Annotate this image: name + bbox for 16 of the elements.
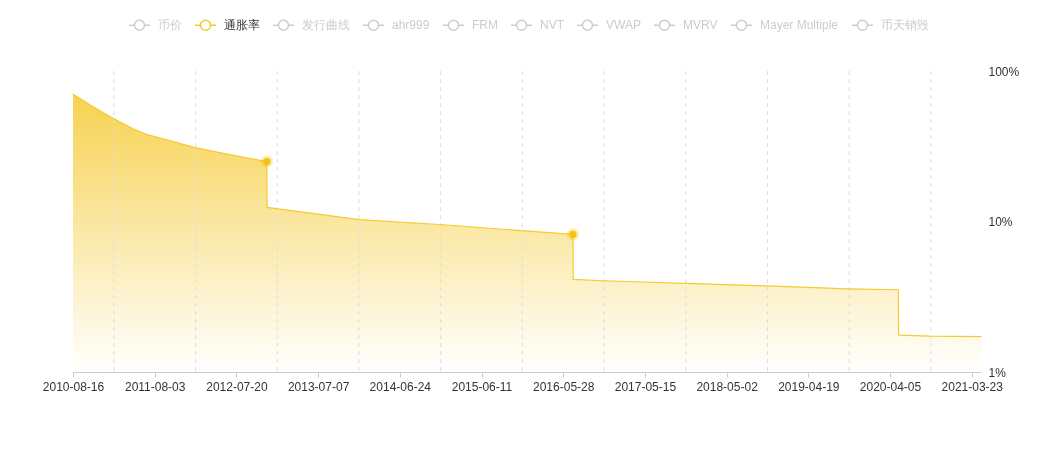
x-tick-label: 2018-05-02 <box>696 379 759 394</box>
y-tick-label: 1% <box>988 365 1007 380</box>
x-tick-label: 2011-08-03 <box>124 379 186 394</box>
x-tick-label: 2013-07-07 <box>287 379 350 394</box>
y-tick-label: 10% <box>988 215 1013 229</box>
x-tick-label: 2014-06-24 <box>369 379 432 394</box>
x-tick-label: 2012-07-20 <box>206 379 268 394</box>
x-tick-label: 2021-03-23 <box>941 379 1004 394</box>
x-tick-label: 2017-05-15 <box>614 379 677 394</box>
x-tick-label: 2016-05-28 <box>533 379 595 394</box>
x-tick-label: 2010-08-16 <box>42 379 105 394</box>
x-tick-label: 2019-04-19 <box>778 379 840 394</box>
x-tick-label: 2015-06-11 <box>451 379 513 394</box>
y-tick-label: 100% <box>988 64 1020 79</box>
x-tick-label: 2020-04-05 <box>859 379 922 394</box>
legend-label: 通胀率 <box>224 18 260 33</box>
